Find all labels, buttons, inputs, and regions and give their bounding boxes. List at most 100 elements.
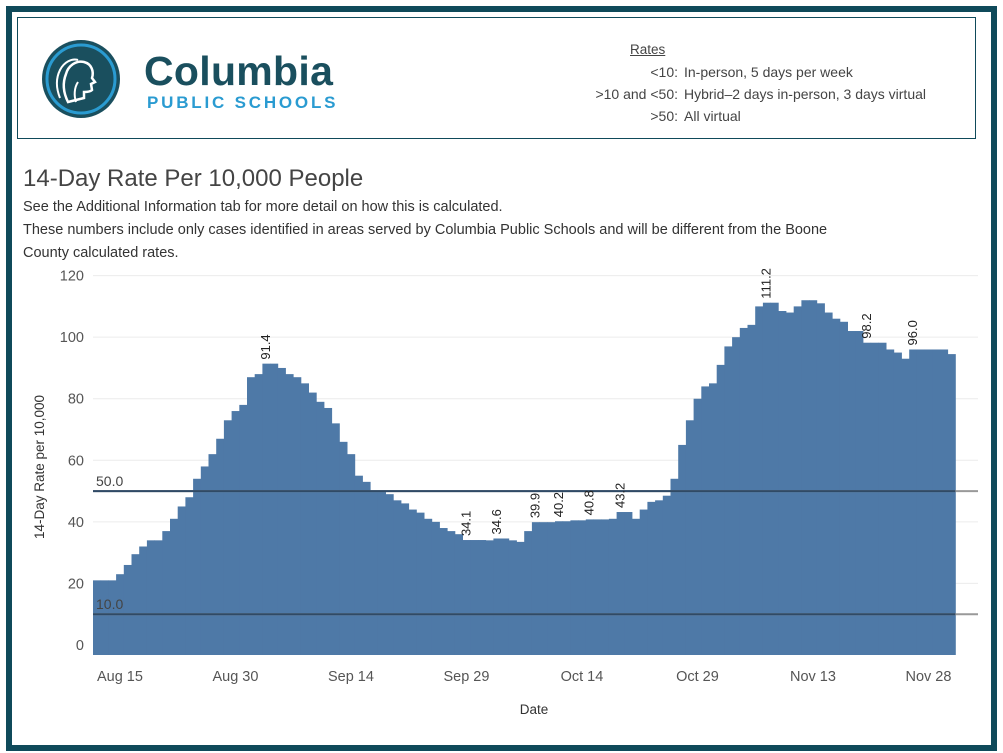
bar <box>709 383 718 655</box>
bar <box>863 342 872 655</box>
bar <box>223 420 232 655</box>
rate-key: >50: <box>650 108 678 124</box>
bar <box>701 386 710 655</box>
data-label: 40.8 <box>582 490 597 515</box>
bar <box>424 518 433 655</box>
bar <box>493 538 502 655</box>
two-heads-profile-logo-icon <box>42 40 120 118</box>
data-label: 34.6 <box>489 509 504 534</box>
bar <box>909 349 918 655</box>
y-tick-label: 0 <box>76 638 84 654</box>
bar <box>485 540 494 655</box>
bar <box>308 392 317 655</box>
bar <box>247 377 256 655</box>
data-label: 111.2 <box>759 268 774 299</box>
bar <box>632 518 641 655</box>
bar <box>239 404 248 655</box>
bar <box>947 354 956 655</box>
data-label: 34.1 <box>458 511 473 536</box>
y-tick-label: 60 <box>68 453 84 469</box>
bar <box>470 540 479 655</box>
bar <box>562 521 571 655</box>
bar <box>208 454 217 655</box>
bar <box>678 444 687 655</box>
bar <box>385 494 394 655</box>
bar <box>347 454 356 655</box>
bar <box>354 475 363 655</box>
bar <box>547 522 556 655</box>
bar <box>616 512 625 655</box>
bar <box>231 411 240 655</box>
rate-key: >10 and <50: <box>595 86 678 102</box>
bar <box>331 423 340 655</box>
bar <box>755 306 764 655</box>
bar <box>454 534 463 655</box>
x-tick-label: Nov 28 <box>905 669 951 685</box>
bar <box>177 506 186 655</box>
bar <box>770 302 779 655</box>
bar <box>539 522 548 655</box>
bar <box>847 331 856 655</box>
y-tick-label: 80 <box>68 392 84 408</box>
bar <box>778 311 787 655</box>
bar <box>608 518 617 655</box>
bar <box>439 528 448 655</box>
bar <box>878 342 887 655</box>
bar <box>93 580 102 655</box>
bar <box>716 364 725 655</box>
bar <box>431 521 440 655</box>
bar <box>277 367 286 655</box>
bar <box>524 531 533 655</box>
bar <box>393 500 402 655</box>
bar <box>916 349 925 655</box>
bar <box>200 466 209 655</box>
bar <box>809 300 818 655</box>
bar <box>578 520 587 655</box>
bar <box>316 401 325 655</box>
bar <box>747 324 756 655</box>
bar <box>370 491 379 655</box>
bar <box>870 342 879 655</box>
bar <box>555 521 564 655</box>
bar <box>293 377 302 655</box>
bar <box>100 580 109 655</box>
bar <box>216 438 225 655</box>
bar <box>693 398 702 655</box>
brand-subtitle: PUBLIC SCHOOLS <box>147 93 339 112</box>
bar <box>108 580 117 655</box>
bar <box>901 358 910 655</box>
data-label: 39.9 <box>528 493 543 518</box>
bar <box>162 531 171 655</box>
x-tick-label: Sep 29 <box>443 669 489 685</box>
header-panel: Columbia PUBLIC SCHOOLS Rates <10: In-pe… <box>17 17 976 139</box>
bar <box>932 349 941 655</box>
x-tick-label: Aug 15 <box>97 669 143 685</box>
bar <box>647 501 656 655</box>
bar <box>732 337 741 655</box>
bar <box>193 478 202 655</box>
bar <box>185 497 194 655</box>
bar <box>508 540 517 655</box>
bar <box>585 519 594 655</box>
bar <box>886 349 895 655</box>
bar <box>123 564 132 655</box>
bar <box>786 312 795 655</box>
bar <box>362 481 371 655</box>
bar <box>824 312 833 655</box>
rate-desc: Hybrid–2 days in-person, 3 days virtual <box>684 86 927 102</box>
y-tick-label: 40 <box>68 515 84 531</box>
bar <box>670 478 679 655</box>
x-tick-label: Sep 14 <box>328 669 374 685</box>
bar <box>154 540 163 655</box>
data-label: 98.2 <box>859 313 874 338</box>
data-label: 40.2 <box>551 492 566 517</box>
bar <box>462 540 471 655</box>
brand-name: Columbia <box>144 48 334 94</box>
bar <box>254 374 263 655</box>
description-line-3: County calculated rates. <box>23 245 179 261</box>
bar <box>262 363 271 655</box>
bar <box>146 540 155 655</box>
x-axis-title: Date <box>520 702 549 717</box>
y-axis-title: 14-Day Rate per 10,000 <box>32 395 47 539</box>
bar <box>408 509 417 655</box>
